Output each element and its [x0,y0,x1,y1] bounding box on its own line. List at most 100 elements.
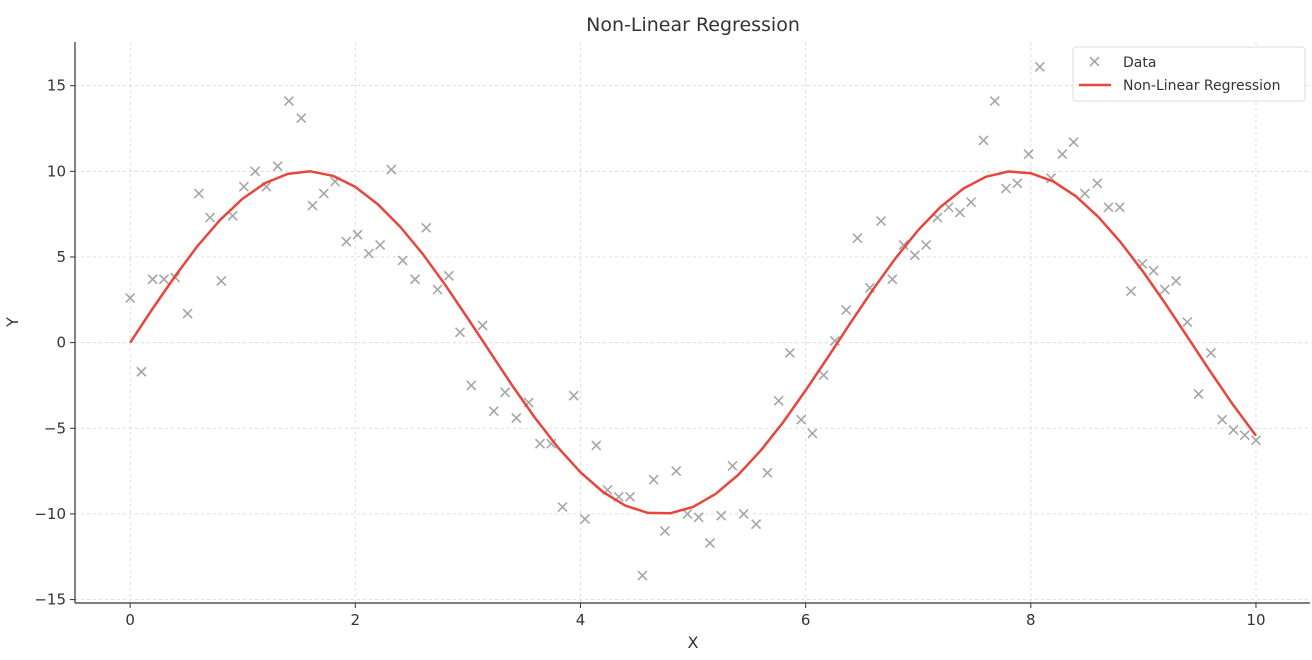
data-point [921,239,932,251]
data-point [751,519,762,530]
data-point [682,508,693,519]
data-point [1239,430,1250,441]
data-point [205,212,216,223]
data-point-stroke [887,274,898,285]
data-point-stroke [807,428,818,439]
data-point-stroke [762,467,773,478]
data-point-stroke [147,274,158,285]
data-point [1023,149,1034,160]
data-point-stroke [1228,424,1239,436]
data-point [1125,286,1137,297]
data-point-stroke [1182,317,1193,328]
data-point-stroke [818,370,829,381]
data-point-stroke [909,250,920,261]
data-point-stroke [318,188,329,199]
chart-title: Non-Linear Regression [586,14,800,36]
data-point-stroke [1170,275,1182,287]
data-point [876,215,887,227]
y-tick-label: 0 [56,334,66,352]
data-point-stroke [1057,149,1068,160]
data-point-stroke [557,502,568,513]
data-point [852,233,863,244]
data-point-stroke [1250,435,1262,446]
data-point [716,510,727,521]
data-point-stroke [864,282,875,293]
data-point [978,135,989,146]
data-point [216,275,227,287]
data-point-stroke [421,222,432,233]
data-point-stroke [261,181,272,192]
x-tick-label: 6 [801,611,811,629]
data-point [1148,265,1159,276]
data-point [671,466,682,477]
data-point [738,508,749,519]
data-point-stroke [1012,178,1023,189]
legend-data-marker [1089,56,1100,67]
data-point-stroke [682,508,693,519]
data-point [182,308,193,319]
data-point-stroke [876,215,887,227]
y-tick-label: −10 [34,505,66,523]
data-point [1103,202,1114,213]
data-point-stroke [136,366,147,377]
data-point-stroke [375,239,386,251]
data-point [534,438,546,449]
data-point [1159,284,1170,295]
data-point-stroke [216,275,227,287]
data-point [773,395,784,406]
data-point-stroke [751,519,762,530]
data-point-stroke [568,390,579,401]
data-point [125,293,136,304]
data-point-stroke [250,166,261,177]
data-point-stroke [125,293,136,304]
data-point [1057,149,1068,160]
data-point [511,412,522,424]
x-tick-label: 2 [351,611,361,629]
legend: Data Non-Linear Regression [1072,46,1306,102]
data-point-stroke [1068,137,1079,148]
data-point [557,502,568,513]
data-point [307,200,318,211]
data-point [1193,388,1204,400]
data-point [397,255,408,266]
data-point-stroke [784,347,795,358]
data-point-stroke [716,510,727,521]
data-point [227,210,238,221]
data-point [1092,178,1103,189]
data-point [283,96,294,107]
data-point [966,197,977,208]
data-point-stroke [659,525,670,537]
data-point-stroke [796,414,807,425]
data-point-stroke [1103,202,1114,213]
data-point [591,440,602,451]
data-point-stroke [443,270,454,281]
data-point-stroke [1034,61,1045,72]
data-point [1034,61,1045,72]
data-point [954,207,965,218]
data-point-stroke [773,395,784,406]
data-point [818,370,829,381]
data-point-stroke [932,212,943,223]
data-point [466,380,477,391]
plot-marks [125,61,1262,581]
data-point-stroke [363,248,374,259]
data-point-stroke [898,239,909,251]
data-point [158,274,170,285]
data-point-stroke [671,466,682,477]
data-point-stroke [1217,414,1228,425]
data-point-stroke [534,438,546,449]
data-point [1079,188,1090,199]
data-point-stroke [352,229,363,240]
data-point [807,428,818,439]
data-point [477,320,488,331]
y-tick-label: 15 [47,77,66,95]
data-point [1000,183,1012,194]
data-point [136,366,147,377]
data-point-stroke [272,161,283,172]
y-axis-label: Y [3,317,22,328]
data-point-stroke [1205,347,1216,358]
data-point-stroke [488,406,499,417]
data-point [454,327,466,338]
data-point-stroke [989,96,1000,107]
data-point-stroke [386,164,397,175]
